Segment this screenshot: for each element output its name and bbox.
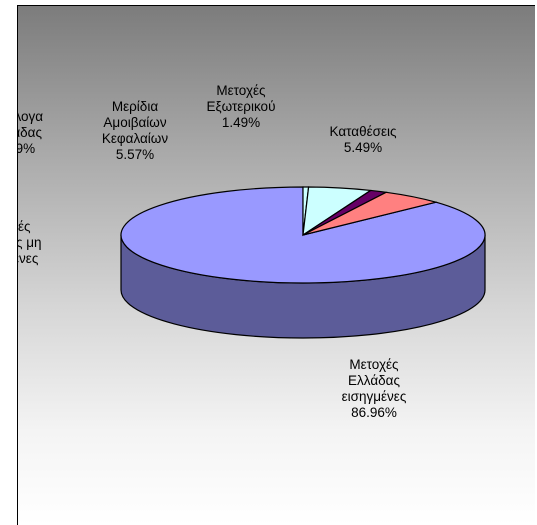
pie-slices <box>120 186 486 284</box>
pie-chart <box>120 186 486 339</box>
slice-label-foreign-stocks: Μετοχές Εξωτερικού 1.49% <box>206 83 276 130</box>
slice-label-mutual-funds: Μερίδια Αμοιβαίων Κεφαλαίων 5.57% <box>101 99 169 162</box>
slice-label-greek-unlisted-stocks: Μετοχές Ελλάδας μη εισηγμένες <box>18 219 42 266</box>
slice-label-greek-bonds: Ομόλογα Ελλάδας0.49% <box>17 109 44 156</box>
slice-label-greek-listed-stocks: Μετοχές Ελλάδας εισηγμένες 86.96% <box>341 357 407 420</box>
slice-label-deposits: Καταθέσεις 5.49% <box>329 124 397 155</box>
pie-slice-deposits <box>302 191 439 236</box>
